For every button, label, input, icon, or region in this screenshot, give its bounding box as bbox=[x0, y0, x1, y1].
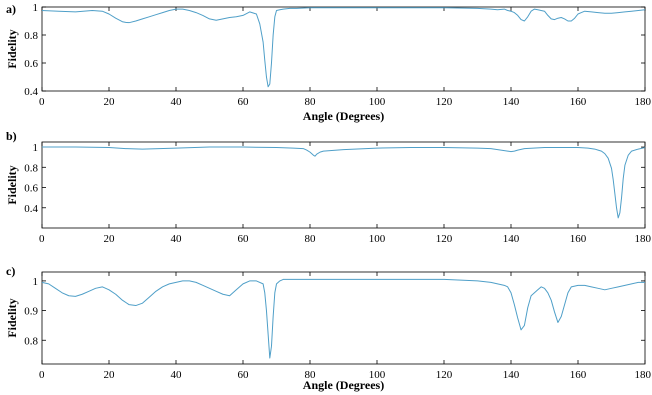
x-tick-label: 0 bbox=[39, 369, 45, 381]
y-tick-label: 0.4 bbox=[24, 203, 38, 215]
x-tick-label: 40 bbox=[171, 369, 183, 381]
x-tick-label: 60 bbox=[238, 369, 250, 381]
x-tick-label: 180 bbox=[635, 233, 652, 245]
x-tick-label: 120 bbox=[436, 369, 453, 381]
x-tick-label: 140 bbox=[503, 96, 520, 108]
plot-frame bbox=[41, 6, 646, 92]
x-tick-label: 160 bbox=[570, 96, 587, 108]
y-tick-label: 0.4 bbox=[24, 86, 38, 98]
y-tick-label: 1 bbox=[33, 142, 39, 154]
x-tick-label: 160 bbox=[570, 369, 587, 381]
x-tick-label: 180 bbox=[635, 96, 652, 108]
y-tick-label: 0.8 bbox=[24, 30, 38, 42]
x-tick-label: 60 bbox=[238, 233, 250, 245]
x-tick-label: 20 bbox=[104, 369, 116, 381]
x-tick-label: 80 bbox=[305, 233, 317, 245]
x-tick-label: 20 bbox=[104, 96, 116, 108]
y-tick-label: 0.6 bbox=[24, 183, 38, 195]
x-tick-label: 0 bbox=[39, 96, 45, 108]
x-tick-label: 20 bbox=[104, 233, 116, 245]
x-tick-label: 120 bbox=[436, 233, 453, 245]
y-tick-label: 0.8 bbox=[24, 335, 38, 347]
fidelity-series-line bbox=[41, 7, 646, 88]
plot-frame bbox=[41, 141, 646, 229]
panel-label: c) bbox=[6, 264, 15, 278]
panel-a: a) 0 20 40 60 80 100 120 140 160 180 0.4 0.6 0.8 1 Angl… bbox=[5, 2, 652, 123]
y-tick-label: 0.6 bbox=[24, 58, 38, 70]
x-tick-label: 120 bbox=[436, 96, 453, 108]
panel-label: b) bbox=[6, 129, 17, 143]
panel-label: a) bbox=[6, 2, 16, 16]
y-axis-title: Fidelity bbox=[5, 29, 19, 68]
x-tick-label: 80 bbox=[305, 369, 317, 381]
x-axis-title: Angle (Degrees) bbox=[303, 109, 384, 123]
y-tick-label: 0.8 bbox=[24, 162, 38, 174]
panel-b: b) 0 20 40 60 80 100 120 140 160 180 0.4 0.6 0.8 1 Fide… bbox=[5, 129, 652, 245]
y-tick-label: 1 bbox=[33, 276, 39, 288]
x-tick-label: 160 bbox=[570, 233, 587, 245]
x-tick-label: 40 bbox=[171, 233, 183, 245]
x-axis-title: Angle (Degrees) bbox=[303, 378, 384, 392]
x-tick-label: 140 bbox=[503, 369, 520, 381]
y-axis-title: Fidelity bbox=[5, 165, 19, 204]
x-tick-label: 180 bbox=[635, 369, 652, 381]
x-tick-label: 0 bbox=[39, 233, 45, 245]
x-tick-label: 60 bbox=[238, 96, 250, 108]
x-tick-label: 100 bbox=[369, 233, 386, 245]
x-tick-label: 100 bbox=[369, 369, 386, 381]
plot-frame bbox=[41, 271, 646, 365]
x-tick-label: 100 bbox=[369, 96, 386, 108]
y-tick-label: 0.9 bbox=[24, 306, 38, 318]
y-tick-label: 1 bbox=[33, 2, 39, 14]
y-axis-title: Fidelity bbox=[5, 298, 19, 337]
fidelity-series-line bbox=[41, 278, 645, 359]
panel-c: c) 0 20 40 60 80 100 120 140 160 180 0.8 0.9 1 Angle (… bbox=[5, 264, 652, 392]
fidelity-series-line bbox=[42, 146, 646, 219]
x-tick-label: 140 bbox=[503, 233, 520, 245]
x-tick-label: 80 bbox=[305, 96, 317, 108]
x-tick-label: 40 bbox=[171, 96, 183, 108]
